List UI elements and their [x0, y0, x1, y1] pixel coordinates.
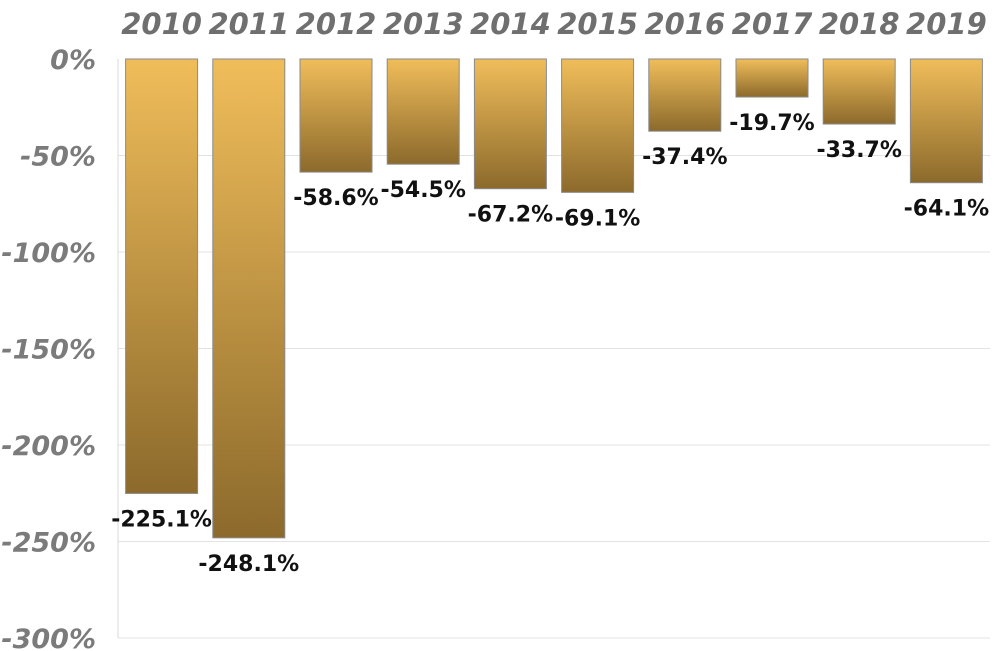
bar-2017 [735, 58, 809, 98]
y-tick-label: -100% [1, 238, 96, 269]
bar-2010 [125, 58, 199, 494]
bar-2013 [386, 58, 460, 165]
bar-2018 [822, 58, 896, 125]
data-label-2015: -69.1% [555, 206, 640, 231]
data-label-2018: -33.7% [816, 138, 901, 163]
data-label-2017: -19.7% [729, 111, 814, 136]
data-label-2016: -37.4% [642, 145, 727, 170]
y-tick-label: -250% [1, 528, 96, 559]
category-label-2013: 2013 [383, 7, 464, 41]
category-label-2019: 2019 [906, 7, 987, 41]
data-label-2010: -225.1% [111, 507, 212, 532]
category-label-2018: 2018 [819, 7, 900, 41]
y-tick-label: -200% [1, 431, 96, 462]
x-axis-category-labels: 2010 2011 2012 2013 2014 2015 2016 2017 2018 2019 [121, 7, 987, 41]
data-label-2013: -54.5% [380, 178, 465, 203]
y-axis-tick-labels: 0% -50% -100% -150% -200% -250% -300% [1, 45, 96, 651]
data-label-2019: -64.1% [904, 197, 989, 222]
category-label-2010: 2010 [121, 7, 202, 41]
y-tick-label: -300% [1, 624, 96, 651]
data-label-2014: -67.2% [468, 203, 553, 228]
y-tick-label: 0% [50, 45, 96, 76]
y-tick-label: -50% [20, 142, 96, 173]
category-label-2014: 2014 [470, 7, 551, 41]
bar-2016 [648, 58, 722, 132]
bar-2014 [473, 58, 547, 190]
bar-2015 [561, 58, 635, 193]
bar-2012 [299, 58, 373, 173]
data-label-2012: -58.6% [293, 186, 378, 211]
bar-2019 [909, 58, 983, 184]
category-label-2011: 2011 [208, 7, 289, 41]
category-label-2016: 2016 [644, 7, 725, 41]
y-tick-label: -150% [1, 335, 96, 366]
data-labels: -225.1% -248.1% -58.6% -54.5%-67.2% -69.1% -3… [111, 111, 989, 577]
bar-2011 [212, 58, 286, 539]
category-label-2017: 2017 [732, 7, 814, 41]
data-label-2011: -248.1% [198, 552, 299, 577]
category-label-2015: 2015 [557, 7, 638, 41]
category-label-2012: 2012 [296, 7, 377, 41]
bars [125, 58, 983, 539]
